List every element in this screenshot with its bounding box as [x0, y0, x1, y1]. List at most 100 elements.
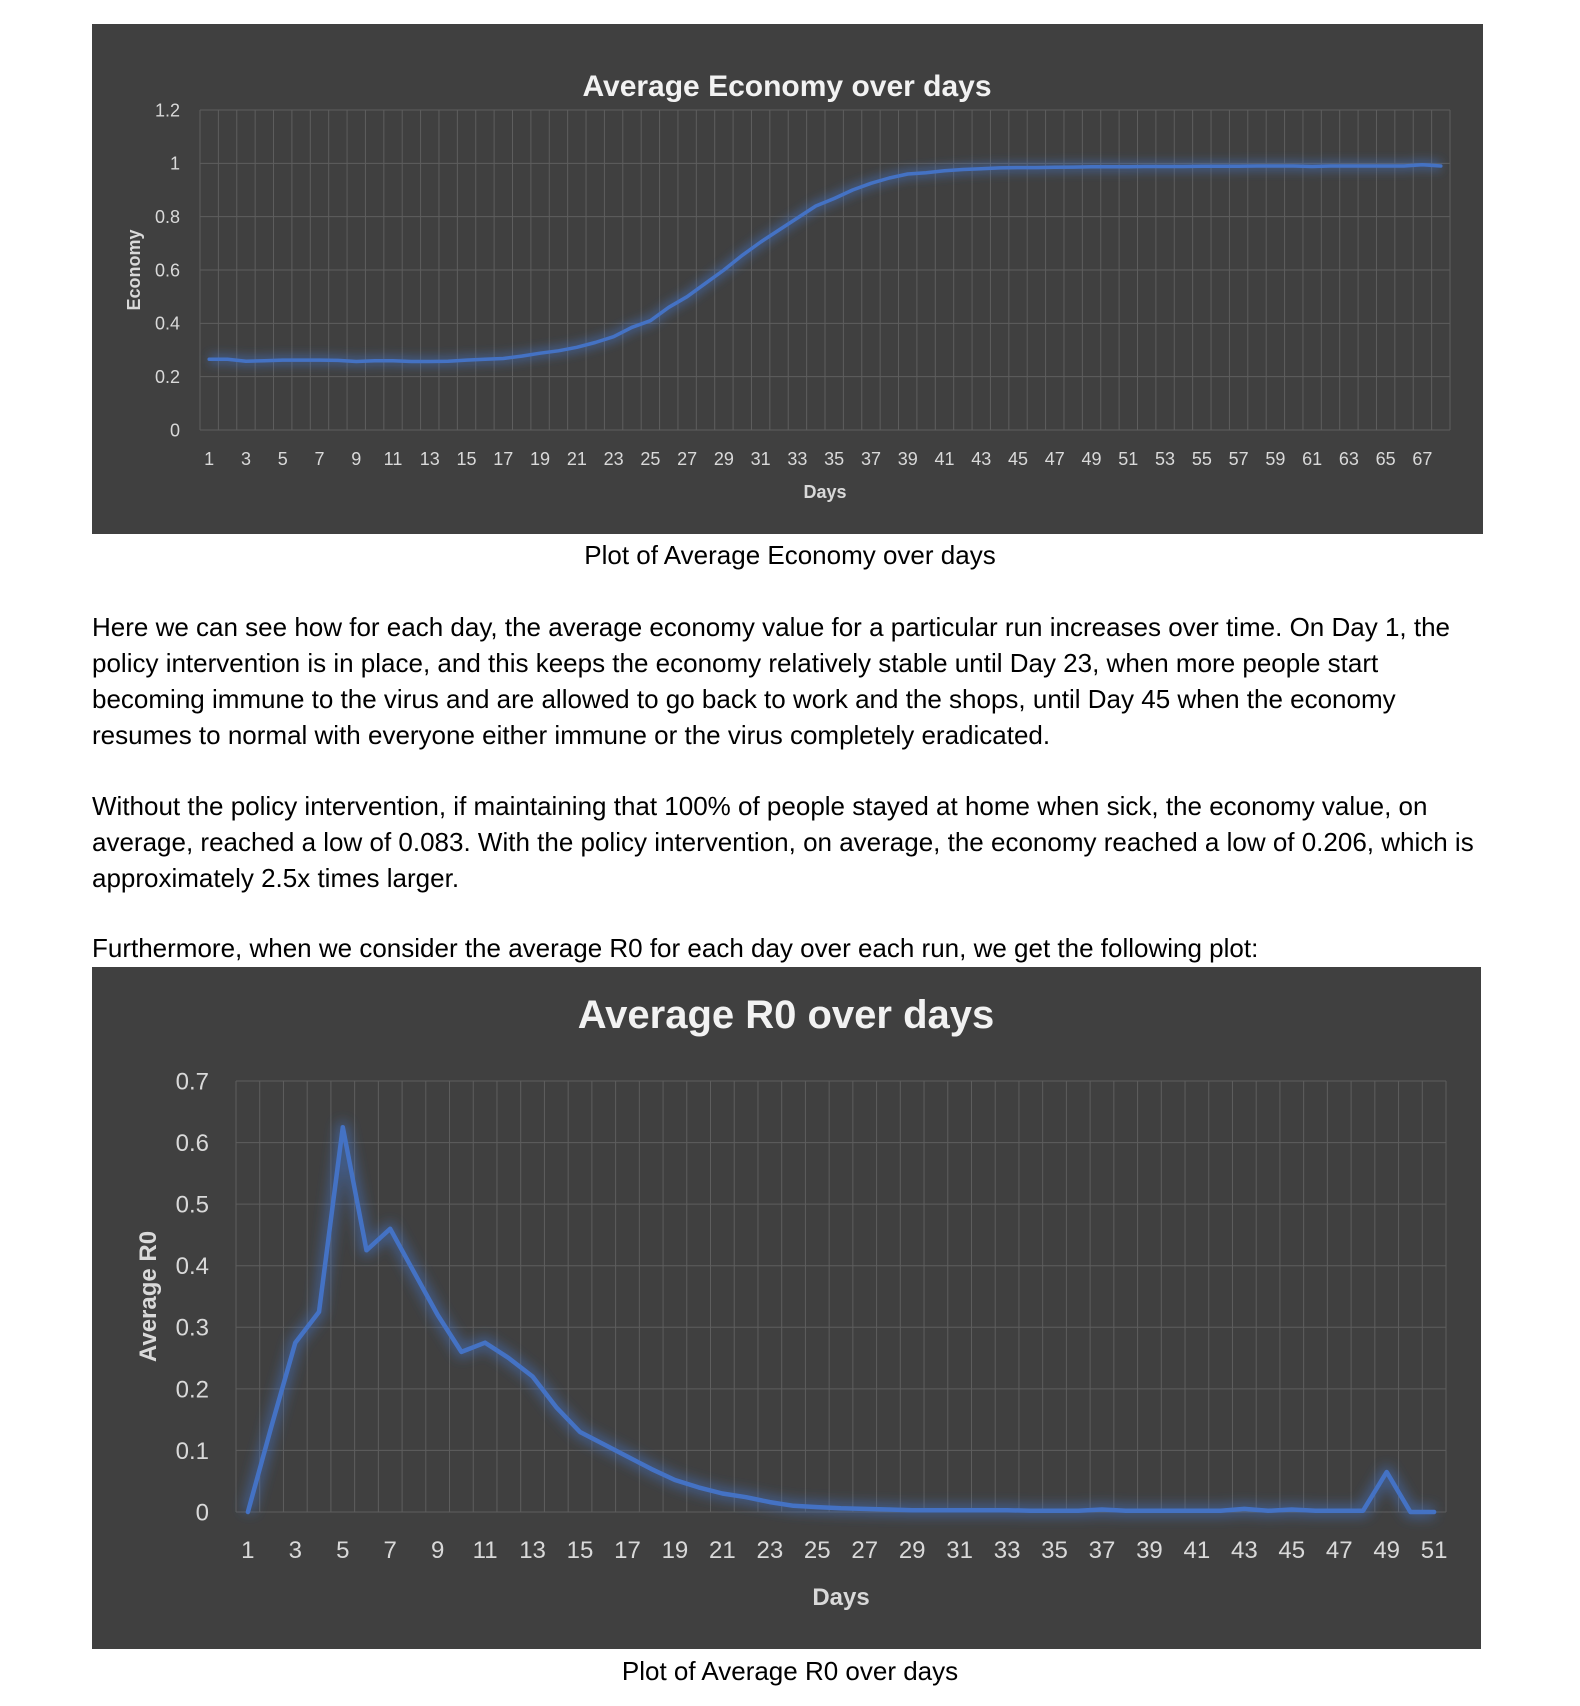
r0-x-axis-label: Days — [812, 1584, 869, 1611]
economy-y-tick-label: 0.6 — [155, 260, 180, 280]
r0-data-point — [863, 1507, 866, 1510]
r0-data-point — [1243, 1507, 1246, 1510]
r0-data-point — [721, 1492, 724, 1495]
r0-data-point — [792, 1504, 795, 1507]
r0-data-point — [531, 1375, 534, 1378]
economy-x-tick-label: 47 — [1045, 449, 1065, 469]
r0-chart-svg: 00.10.20.30.40.50.60.71 3 5 7 9 11 13 15 17 19 21 2… — [135, 993, 1448, 1611]
economy-data-point — [906, 173, 909, 176]
economy-data-point — [1403, 165, 1406, 168]
r0-data-point — [1433, 1511, 1436, 1514]
economy-data-point — [630, 326, 633, 329]
r0-data-point — [650, 1467, 653, 1470]
economy-x-tick-label: 5 — [278, 449, 288, 469]
economy-x-tick-label: 15 — [457, 449, 477, 469]
r0-data-point — [887, 1508, 890, 1511]
economy-x-tick-label: 65 — [1376, 449, 1396, 469]
economy-x-tick-label: 63 — [1339, 449, 1359, 469]
economy-x-tick-label: 27 — [677, 449, 697, 469]
economy-y-tick-label: 0 — [170, 420, 180, 440]
r0-data-point — [673, 1478, 676, 1481]
r0-data-point — [294, 1341, 297, 1344]
r0-x-tick-label: 45 — [1278, 1537, 1305, 1564]
economy-data-point — [925, 171, 928, 174]
economy-data-point — [483, 358, 486, 361]
r0-data-point — [1338, 1509, 1341, 1512]
r0-y-tick-label: 0.5 — [176, 1192, 209, 1219]
r0-x-tick-label: 23 — [756, 1537, 783, 1564]
economy-x-tick-label: 43 — [971, 449, 991, 469]
economy-data-point — [759, 241, 762, 244]
r0-x-tick-label: 43 — [1231, 1537, 1258, 1564]
r0-data-point — [745, 1496, 748, 1499]
economy-data-point — [1017, 166, 1020, 169]
r0-x-tick-label: 19 — [662, 1537, 689, 1564]
economy-y-tick-label: 1 — [170, 154, 180, 174]
economy-data-point — [814, 205, 817, 208]
economy-data-point — [1127, 165, 1130, 168]
economy-x-tick-label: 39 — [898, 449, 918, 469]
economy-data-point — [318, 359, 321, 362]
economy-data-point — [1053, 166, 1056, 169]
economy-data-point — [998, 166, 1001, 169]
r0-x-tick-label: 29 — [899, 1537, 926, 1564]
economy-data-point — [557, 349, 560, 352]
r0-data-point — [389, 1227, 392, 1230]
economy-y-tick-label: 1.2 — [155, 100, 180, 120]
economy-x-axis-label: Days — [803, 482, 846, 502]
r0-x-tick-label: 27 — [851, 1537, 878, 1564]
economy-data-point — [373, 359, 376, 362]
r0-x-tick-label: 33 — [994, 1537, 1021, 1564]
economy-data-point — [1219, 165, 1222, 168]
economy-y-tick-label: 0.8 — [155, 207, 180, 227]
r0-x-tick-label: 39 — [1136, 1537, 1163, 1564]
economy-x-tick-label: 41 — [934, 449, 954, 469]
r0-data-point — [934, 1509, 937, 1512]
r0-data-point — [1195, 1509, 1198, 1512]
r0-chart-caption: Plot of Average R0 over days — [621, 1656, 959, 1686]
economy-y-tick-label: 0.4 — [155, 314, 180, 334]
r0-data-point — [412, 1270, 415, 1273]
economy-data-point — [1182, 165, 1185, 168]
r0-x-tick-label: 51 — [1421, 1537, 1448, 1564]
economy-data-point — [833, 197, 836, 200]
economy-data-point — [741, 254, 744, 257]
economy-series-line — [207, 162, 1443, 364]
economy-data-point — [943, 169, 946, 172]
economy-data-point — [612, 335, 615, 338]
economy-x-tick-label: 55 — [1192, 449, 1212, 469]
r0-data-point — [840, 1507, 843, 1510]
economy-data-point — [1108, 165, 1111, 168]
economy-data-point — [722, 269, 725, 272]
economy-data-point — [244, 360, 247, 363]
r0-x-tick-label: 17 — [614, 1537, 641, 1564]
economy-data-point — [410, 360, 413, 363]
economy-x-tick-label: 19 — [530, 449, 550, 469]
r0-data-point — [1124, 1509, 1127, 1512]
economy-y-axis-label: Economy — [124, 229, 144, 310]
r0-x-tick-label: 1 — [241, 1537, 254, 1564]
economy-data-point — [1329, 165, 1332, 168]
r0-data-point — [1077, 1509, 1080, 1512]
economy-title: Average Economy over days — [582, 70, 991, 103]
economy-data-point — [281, 359, 284, 362]
r0-data-point — [958, 1509, 961, 1512]
economy-chart: 0 0.2 0.4 0.6 0.8 1 1.2 1 3 5 7 9 11 13 15 17 19 21 23 25 27… — [92, 24, 1483, 534]
economy-data-point — [1072, 166, 1075, 169]
r0-data-point — [341, 1126, 344, 1129]
economy-data-point — [447, 360, 450, 363]
economy-x-tick-label: 3 — [241, 449, 251, 469]
r0-data-point — [1361, 1509, 1364, 1512]
economy-data-point — [1292, 165, 1295, 168]
r0-x-tick-label: 9 — [431, 1537, 444, 1564]
r0-data-point — [484, 1341, 487, 1344]
economy-x-tick-label: 7 — [314, 449, 324, 469]
r0-x-tick-label: 13 — [519, 1537, 546, 1564]
economy-x-tick-label: 17 — [493, 449, 513, 469]
r0-data-point — [602, 1443, 605, 1446]
r0-data-point — [270, 1424, 273, 1427]
economy-data-point — [980, 167, 983, 170]
economy-data-point — [667, 306, 670, 309]
economy-data-point — [1237, 165, 1240, 168]
economy-data-point — [1090, 165, 1093, 168]
